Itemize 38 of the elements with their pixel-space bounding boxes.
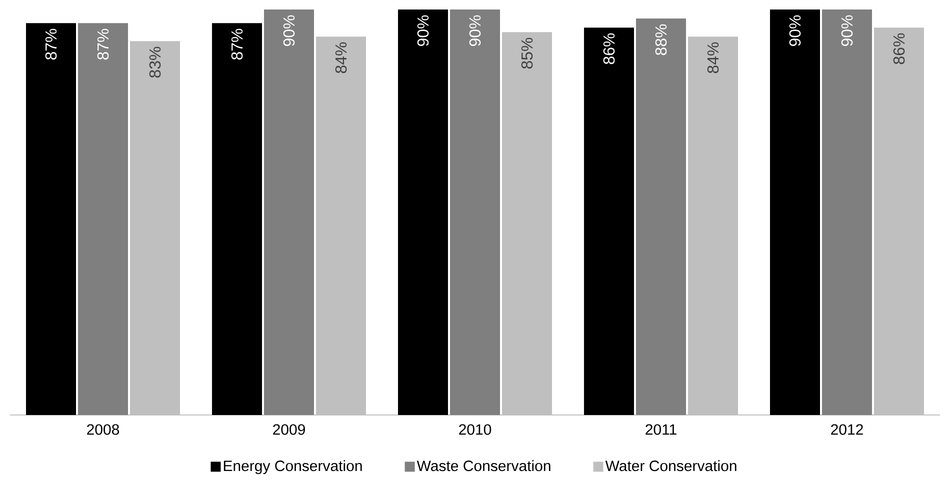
data-label: 90%	[469, 15, 481, 46]
data-label: 86%	[603, 33, 615, 64]
x-tick-label: 2009	[273, 424, 305, 435]
data-label: 87%	[97, 28, 109, 60]
bar	[212, 23, 262, 415]
bar	[874, 28, 924, 415]
data-label: 84%	[335, 42, 347, 74]
data-label: 88%	[655, 24, 667, 56]
x-tick-label: 2010	[459, 424, 492, 435]
bar	[584, 28, 634, 415]
bar	[770, 10, 820, 415]
x-tick-label: 2008	[87, 424, 120, 435]
bar	[502, 32, 552, 415]
bar	[450, 10, 500, 415]
data-label: 83%	[149, 46, 161, 78]
bar	[822, 10, 872, 415]
data-label: 87%	[231, 28, 243, 60]
data-label: 87%	[45, 28, 57, 60]
bar	[316, 36, 366, 415]
legend-label: Water Conservation	[605, 460, 736, 472]
legend-label: Waste Conservation	[416, 460, 550, 472]
data-label: 90%	[789, 15, 801, 46]
data-label: 84%	[707, 42, 719, 74]
bar	[78, 23, 128, 415]
bar	[130, 41, 180, 415]
x-tick-label: 2011	[646, 424, 676, 435]
legend-label: Energy Conservation	[224, 460, 362, 474]
data-label: 85%	[521, 38, 533, 69]
bar	[688, 36, 738, 415]
bar	[636, 18, 686, 415]
data-label: 90%	[841, 15, 853, 46]
bar	[264, 10, 314, 415]
bar	[26, 23, 76, 415]
data-label: 90%	[417, 15, 429, 46]
x-tick-label: 2012	[831, 424, 863, 435]
bar	[398, 10, 448, 415]
data-label: 90%	[283, 15, 295, 46]
data-label: 86%	[893, 33, 905, 64]
